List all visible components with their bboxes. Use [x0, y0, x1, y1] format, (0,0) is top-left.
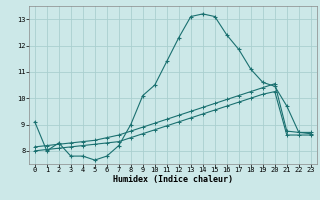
X-axis label: Humidex (Indice chaleur): Humidex (Indice chaleur): [113, 175, 233, 184]
